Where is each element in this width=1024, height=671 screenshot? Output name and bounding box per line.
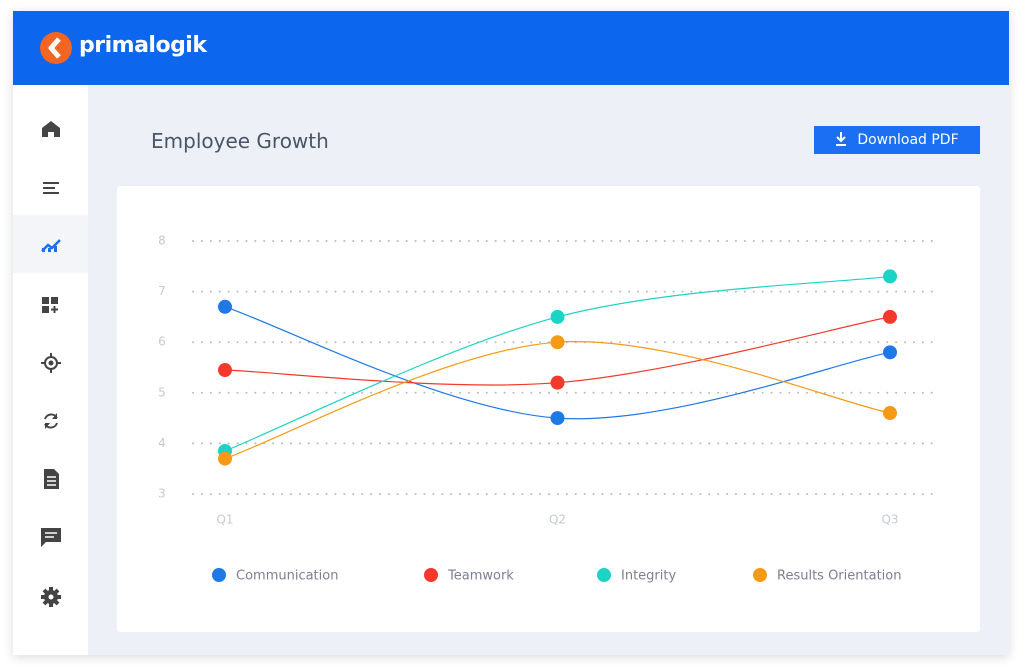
header: primalogik [13,11,1009,85]
feedback-icon[interactable] [13,507,88,565]
y-tick-label: 6 [158,335,166,349]
menu-icon[interactable] [13,159,88,217]
brand: primalogik [79,33,207,58]
data-point [550,411,565,426]
data-point [218,363,232,378]
data-point [218,299,232,314]
y-tick-label: 7 [158,284,166,298]
widgets-icon[interactable] [13,275,88,333]
refresh-icon[interactable] [13,391,88,449]
data-point [550,335,565,350]
legend-label: Communication [236,569,338,584]
x-tick-label: Q3 [881,513,898,527]
download-icon [836,132,847,146]
legend-label: Integrity [621,569,676,584]
legend-marker [597,568,611,582]
data-point [883,345,897,360]
data-point [218,451,232,466]
series-line [224,340,891,460]
document-icon[interactable] [13,449,88,507]
x-tick-label: Q1 [216,513,233,527]
series-line [224,316,891,386]
data-point [883,406,897,421]
legend-label: Teamwork [447,569,514,584]
sidebar [13,85,88,655]
logo [40,32,72,64]
y-tick-label: 5 [158,385,166,399]
download-button[interactable]: Download PDF [814,126,980,154]
legend-marker [424,568,438,582]
chart-card: 3 4 5 6 7 8 Q1 Q2 Q3 Communication Teamwork Integri… [117,186,980,632]
y-tick-label: 3 [158,487,166,501]
data-point [550,375,565,390]
home-icon[interactable] [13,101,88,159]
chart: 3 4 5 6 7 8 Q1 Q2 Q3 Communication Teamwork Integri… [158,234,941,584]
legend-label: Results Orientation [777,569,901,584]
data-point [883,269,897,284]
x-tick-label: Q2 [549,513,566,527]
y-tick-label: 8 [158,234,166,248]
y-tick-label: 4 [158,436,166,450]
data-point [883,309,897,324]
legend-marker [753,568,767,582]
app-frame: primalogik Employee Growth Download PDF … [13,11,1009,655]
page-title: Employee Growth [151,129,329,153]
data-point [550,309,565,324]
legend-marker [212,568,226,582]
analytics-icon[interactable] [13,215,88,273]
download-label: Download PDF [857,132,959,148]
target-icon[interactable] [13,333,88,391]
settings-icon[interactable] [13,567,88,625]
